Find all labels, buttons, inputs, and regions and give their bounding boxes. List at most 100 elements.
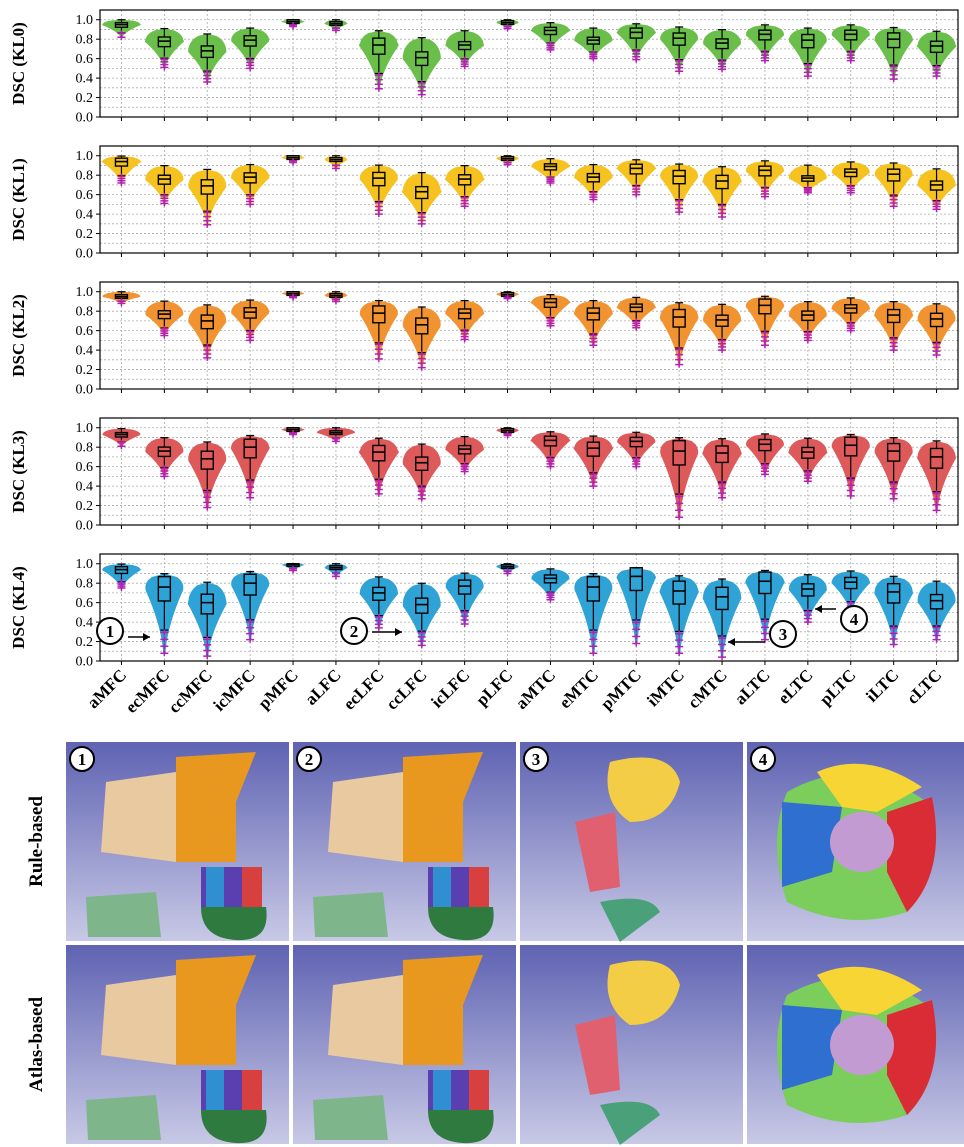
outlier-marker [417,629,426,636]
plot-area [100,282,958,389]
violin-eLTC [788,165,827,193]
y-tick-label: 0.6 [76,460,94,475]
tibia-segment [600,1101,660,1145]
annotation-number: 2 [350,622,359,641]
outlier-marker [546,40,555,47]
y-tick-label: 0.0 [76,519,94,534]
plot-frame [99,145,959,254]
outlier-marker [675,500,684,507]
y-tick-label: 1.0 [76,557,94,572]
outlier-marker [932,340,941,347]
y-tick-label: 0.4 [76,208,94,223]
outlier-marker [846,49,855,56]
outlier-marker [889,495,898,502]
annotation-number: 1 [106,622,115,641]
outlier-marker [417,210,426,217]
condyle-segment [86,1095,161,1140]
box [415,456,429,472]
outlier-marker [632,626,641,633]
panel-3: 0.0 0.2 0.4 0.6 0.8 1.0 DSC (KL3) [9,417,959,534]
panel-4: 0.0 0.2 0.4 0.6 0.8 1.0 DSC (KL4) [9,553,959,670]
condyle-segment [201,1110,267,1144]
outlier-marker [246,494,255,501]
annotation-circle [840,605,868,633]
category-label: pMFC [254,665,301,712]
box [415,185,429,200]
outlier-marker [417,79,426,86]
outlier-marker [460,56,469,63]
box [929,312,944,328]
outlier-marker [846,482,855,489]
condyle-segment [313,892,388,937]
outlier-marker [718,58,727,65]
column-marker [750,746,776,772]
y-tick-label: 0.2 [76,227,94,242]
outlier-marker [374,477,383,484]
outlier-marker [460,328,469,335]
outlier-marker [160,643,169,650]
y-tick-label: 0.4 [76,616,94,631]
outlier-marker [760,329,769,336]
box [372,444,386,462]
box [586,575,601,602]
outlier-marker [889,336,898,343]
category-label: eMTC [555,665,602,712]
category-label: aLFC [301,665,344,708]
outlier-marker [589,49,598,56]
outlier-marker [932,496,941,503]
y-tick-label: 1.0 [76,285,94,300]
outlier-marker [675,650,684,657]
outlier-marker [203,343,212,350]
outlier-marker [546,174,555,181]
outlier-marker [246,478,255,485]
outlier-marker [675,351,684,358]
outlier-marker [675,630,684,637]
box [886,308,901,324]
outlier-marker [246,618,255,625]
outlier-marker [203,69,212,76]
box [243,573,257,596]
plot-area [100,10,958,117]
outlier-marker [117,298,126,305]
box [200,179,214,195]
outlier-marker [632,183,641,190]
box [929,447,944,469]
outlier-marker [760,630,769,637]
outlier-marker [632,455,641,462]
plot-area [100,146,958,253]
box [672,169,686,185]
y-tick-label: 0.8 [76,441,94,456]
render-cell [747,945,964,1144]
condyle-segment [242,1070,262,1110]
violin-icLFC [445,30,485,67]
outlier-marker [374,72,383,79]
tibia-segment [782,1005,842,1090]
outlier-marker [889,63,898,70]
outlier-marker [460,194,469,201]
column-marker [69,746,95,772]
outlier-marker [803,608,812,615]
condyle-segment [242,867,262,907]
outlier-marker [632,640,641,647]
y-tick-label: 0.4 [76,480,94,495]
box [886,442,901,462]
outlier-marker [932,507,941,514]
box [157,575,172,602]
render-cell [520,945,743,1145]
y-tick-label: 1.0 [76,421,94,436]
y-tick-label: 0.2 [76,499,94,514]
y-axis-label: DSC (KL0) [9,22,28,105]
outlier-marker [503,159,512,166]
outlier-marker [203,636,212,643]
column-marker [523,746,549,772]
outlier-marker [932,501,941,508]
category-label: eLTC [774,665,816,707]
condyle-segment [428,907,494,941]
box [886,168,901,182]
outlier-marker [675,356,684,363]
category-label: ecLFC [340,665,388,713]
outlier-marker [160,629,169,636]
box [672,308,686,328]
outlier-marker [760,461,769,468]
